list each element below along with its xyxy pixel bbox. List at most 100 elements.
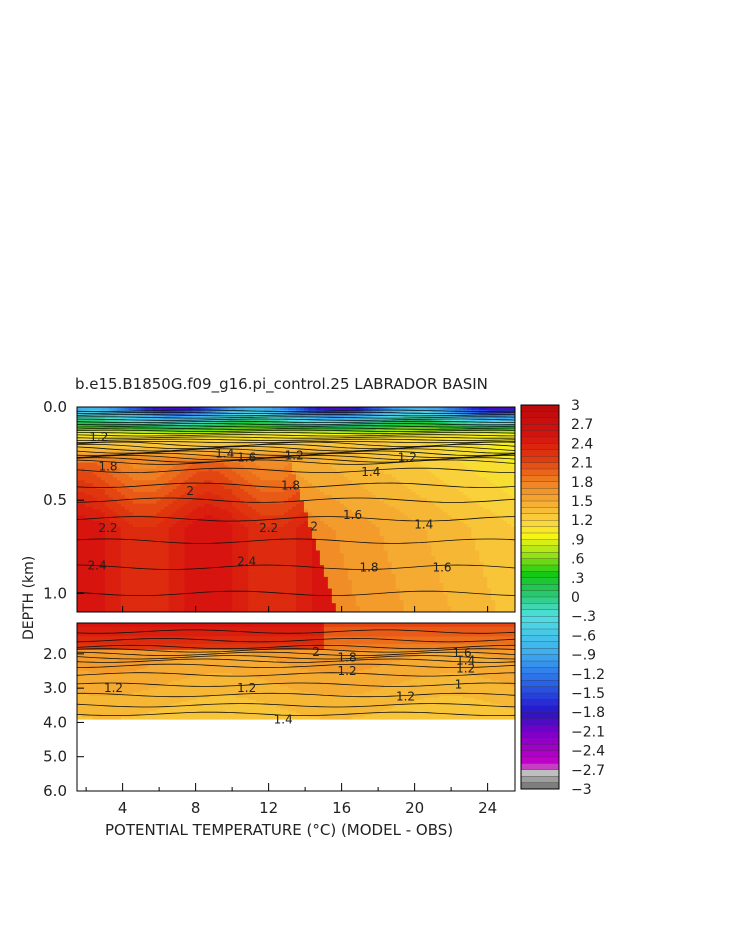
- field-cell: [108, 535, 114, 540]
- field-cell: [128, 442, 134, 446]
- field-cell: [487, 535, 492, 540]
- field-cell: [204, 532, 209, 537]
- field-cell: [164, 436, 170, 440]
- field-cell: [443, 527, 448, 531]
- field-cell: [196, 409, 202, 414]
- field-cell: [379, 486, 385, 490]
- field-cell: [220, 409, 225, 414]
- field-cell: [180, 521, 186, 525]
- field-cell: [248, 486, 253, 490]
- field-cell: [144, 439, 150, 443]
- field-cell: [439, 483, 444, 487]
- field-cell: [80, 477, 86, 481]
- field-cell: [347, 530, 353, 534]
- field-cell: [136, 486, 142, 490]
- field-cell: [471, 412, 476, 417]
- field-cell: [347, 477, 353, 481]
- field-cell: [132, 494, 138, 499]
- field-cell: [359, 486, 365, 490]
- field-cell: [311, 530, 317, 534]
- field-cell: [387, 407, 393, 411]
- field-cell: [363, 409, 369, 414]
- field-cell: [144, 421, 150, 426]
- field-cell: [77, 494, 82, 499]
- field-cell: [240, 509, 245, 514]
- field-cell: [284, 421, 289, 426]
- field-cell: [268, 453, 273, 458]
- field-cell: [208, 483, 213, 487]
- field-cell: [208, 494, 213, 499]
- field-cell: [268, 521, 273, 525]
- field-cell: [335, 486, 341, 490]
- field-cell: [351, 453, 357, 458]
- field-cell: [144, 524, 150, 528]
- field-cell: [180, 415, 186, 420]
- field-cell: [232, 503, 237, 508]
- field-cell: [511, 509, 515, 514]
- field-cell: [276, 532, 281, 537]
- field-cell: [116, 521, 122, 525]
- field-cell: [292, 456, 297, 461]
- field-cell: [240, 538, 245, 543]
- field-cell: [256, 465, 261, 470]
- field-cell: [511, 442, 515, 446]
- field-cell: [292, 509, 297, 514]
- field-cell: [124, 530, 130, 534]
- field-cell: [156, 448, 162, 452]
- field-cell: [419, 506, 425, 511]
- field-cell: [220, 418, 225, 423]
- field-cell: [363, 483, 369, 487]
- field-cell: [387, 448, 393, 452]
- field-cell: [188, 409, 194, 414]
- field-cell: [455, 459, 460, 464]
- field-cell: [443, 530, 448, 534]
- field-cell: [431, 524, 436, 528]
- field-cell: [296, 465, 301, 470]
- field-cell: [455, 515, 460, 519]
- field-cell: [156, 503, 162, 508]
- field-cell: [268, 530, 273, 534]
- field-cell: [407, 491, 413, 496]
- field-cell: [80, 489, 86, 493]
- field-cell: [108, 430, 114, 434]
- field-cell: [104, 480, 110, 484]
- field-cell: [319, 439, 325, 443]
- field-cell: [296, 480, 301, 484]
- field-cell: [311, 459, 317, 464]
- field-cell: [383, 456, 389, 461]
- field-cell: [204, 436, 209, 440]
- field-cell: [188, 515, 194, 519]
- field-cell: [172, 436, 178, 440]
- field-cell: [343, 500, 349, 505]
- field-cell: [371, 445, 377, 449]
- field-cell: [268, 471, 273, 475]
- field-cell: [311, 535, 317, 540]
- field-cell: [188, 465, 194, 470]
- field-cell: [383, 489, 389, 493]
- field-cell: [315, 477, 321, 481]
- field-cell: [96, 445, 102, 449]
- field-cell: [359, 465, 365, 470]
- field-cell: [252, 471, 257, 475]
- field-cell: [268, 480, 273, 484]
- field-cell: [423, 412, 428, 417]
- field-cell: [208, 450, 213, 455]
- field-cell: [391, 530, 397, 534]
- field-cell: [268, 415, 273, 420]
- field-cell: [435, 468, 440, 473]
- field-cell: [132, 439, 138, 443]
- field-cell: [164, 483, 170, 487]
- field-cell: [359, 468, 365, 473]
- field-cell: [244, 486, 249, 490]
- field-cell: [327, 535, 333, 540]
- field-cell: [407, 530, 413, 534]
- field-cell: [96, 468, 102, 473]
- field-cell: [176, 489, 182, 493]
- field-cell: [224, 503, 229, 508]
- field-cell: [100, 503, 106, 508]
- field-cell: [232, 530, 237, 534]
- field-cell: [296, 474, 301, 478]
- field-cell: [77, 527, 82, 531]
- field-cell: [108, 427, 114, 432]
- field-cell: [495, 465, 500, 470]
